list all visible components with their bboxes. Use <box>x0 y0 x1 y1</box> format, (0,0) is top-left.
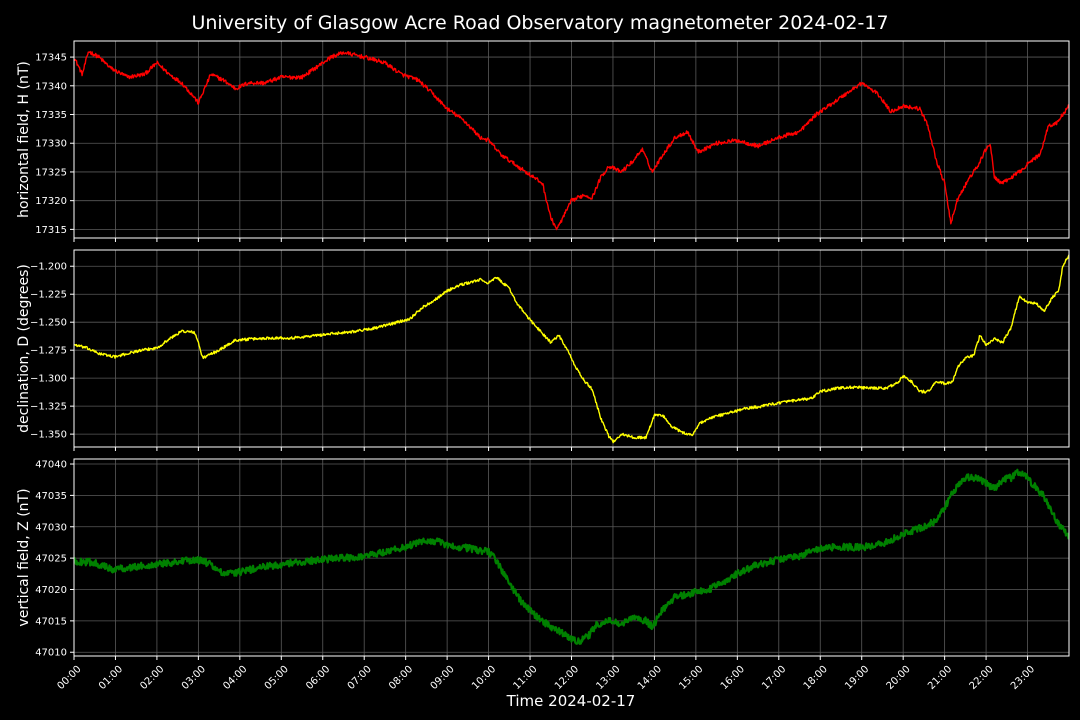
y-tick-label: −1.200 <box>30 262 67 273</box>
y-tick-label: −1.275 <box>30 346 67 357</box>
y-tick-label: 17315 <box>35 225 67 236</box>
y-tick-label: 17340 <box>35 81 67 92</box>
series-line-1 <box>74 50 1069 231</box>
series-line-2 <box>74 254 1069 444</box>
y-tick-label: 47025 <box>35 554 67 565</box>
y-tick-label: −1.250 <box>30 318 67 329</box>
y-tick-label: 47040 <box>35 460 67 471</box>
panels-layer: 17315 17320 17325 17330 17335 17340 17345horiz… <box>16 40 1070 660</box>
panel-3: 47010 47015 47020 47025 47030 47035 47040 verti… <box>16 458 1070 660</box>
y-tick-label: 47020 <box>35 585 67 596</box>
y-axis-label: declination, D (degrees) <box>16 264 32 433</box>
panel-2: −1.350 −1.325 −1.300 −1.275 −1.250 −1.225 −1.2… <box>16 249 1070 451</box>
y-tick-label: 17330 <box>35 139 67 150</box>
panel-1: 17315 17320 17325 17330 17335 17340 17345horiz… <box>16 40 1070 242</box>
y-tick-label: −1.350 <box>30 430 67 441</box>
series-line-3 <box>74 468 1069 645</box>
y-axis-label: vertical field, Z (nT) <box>16 488 32 626</box>
y-tick-label: 47030 <box>35 522 67 533</box>
x-axis-label: Time 2024-02-17 <box>506 692 636 710</box>
chart-title: University of Glasgow Acre Road Observat… <box>191 12 888 34</box>
y-axis-label: horizontal field, H (nT) <box>16 61 32 218</box>
y-tick-label: −1.300 <box>30 374 67 385</box>
y-tick-label: 17345 <box>35 53 67 64</box>
y-tick-label: 47015 <box>35 616 67 627</box>
y-tick-label: 17325 <box>35 167 67 178</box>
y-tick-label: 47010 <box>35 648 67 659</box>
y-tick-label: 17320 <box>35 196 67 207</box>
y-tick-label: −1.225 <box>30 290 67 301</box>
y-tick-label: 17335 <box>35 110 67 121</box>
y-tick-label: 47035 <box>35 491 67 502</box>
y-tick-label: −1.325 <box>30 402 67 413</box>
